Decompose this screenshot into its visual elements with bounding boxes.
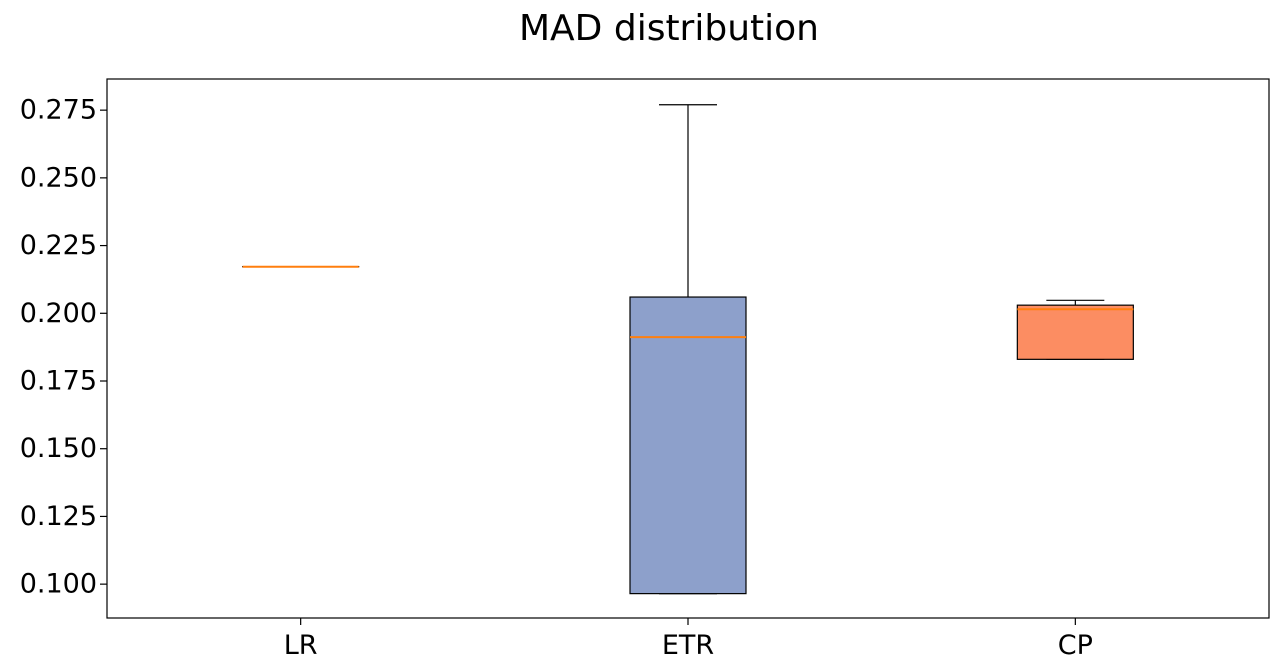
box-etr: [630, 105, 746, 594]
iqr-box: [1017, 305, 1133, 359]
chart-title: MAD distribution: [519, 8, 819, 49]
y-tick-label: 0.100: [20, 569, 97, 600]
iqr-box: [630, 297, 746, 594]
y-axis: 0.100 0.125 0.150 0.175 0.200 0.225 0.250 0.275: [20, 95, 107, 600]
x-tick-label: CP: [1058, 630, 1093, 661]
y-tick-label: 0.200: [20, 298, 97, 329]
boxes-layer: [243, 105, 1134, 594]
y-tick-label: 0.275: [20, 95, 97, 126]
y-tick-label: 0.225: [20, 230, 97, 261]
x-tick-label: LR: [284, 630, 318, 661]
x-tick-label: ETR: [662, 630, 714, 661]
x-axis: LR ETR CP: [284, 618, 1093, 661]
box-cp: [1017, 300, 1133, 359]
y-tick-label: 0.150: [20, 433, 97, 464]
y-tick-label: 0.125: [20, 501, 97, 532]
y-tick-label: 0.250: [20, 162, 97, 193]
y-tick-label: 0.175: [20, 366, 97, 397]
